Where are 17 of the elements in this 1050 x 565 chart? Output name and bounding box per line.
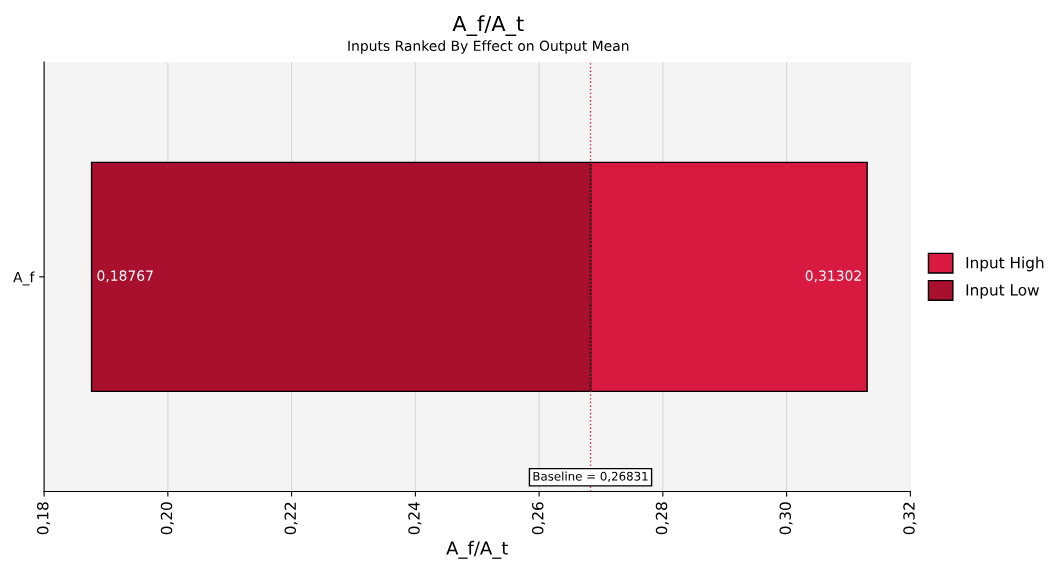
x-tick-label: 0,26 bbox=[531, 502, 546, 535]
annotation: 0,31302 bbox=[805, 270, 861, 283]
ref-line-label: Baseline = 0,26831 bbox=[533, 471, 648, 482]
x-tick-label: 0,18 bbox=[36, 502, 51, 535]
x-tick-label: 0,32 bbox=[903, 502, 917, 535]
legend-label: Input Low bbox=[966, 284, 1039, 299]
chart-title: A_f/A_t bbox=[452, 15, 524, 36]
y-tick-label: A_f bbox=[13, 271, 35, 286]
x-tick-label: 0,20 bbox=[160, 502, 174, 535]
x-tick-label: 0,24 bbox=[408, 502, 422, 535]
x-tick-label: 0,30 bbox=[779, 502, 793, 535]
x-tick-label: 0,22 bbox=[284, 502, 298, 535]
x-axis-title: A_f/A_t bbox=[446, 540, 508, 559]
x-tick-label: 0,28 bbox=[655, 502, 669, 535]
chart-subtitle: Inputs Ranked By Effect on Output Mean bbox=[348, 40, 629, 54]
legend-label: Input High bbox=[966, 256, 1044, 272]
annotation: 0,18767 bbox=[97, 270, 153, 283]
